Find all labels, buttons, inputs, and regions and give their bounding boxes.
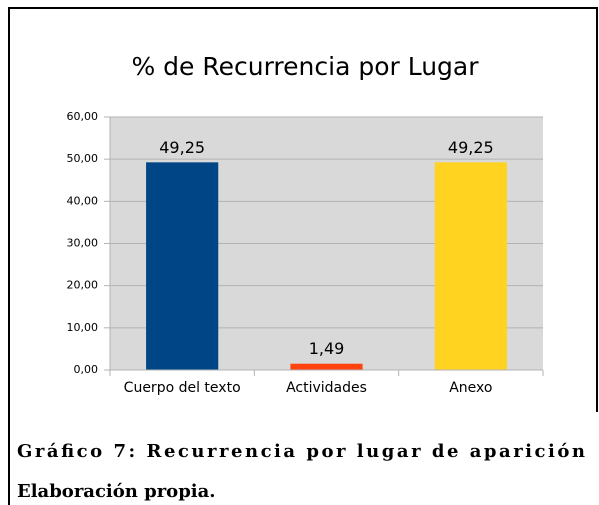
- y-tick-label: 50,00: [67, 152, 99, 165]
- y-tick-label: 0,00: [74, 363, 99, 376]
- y-tick-label: 40,00: [67, 194, 99, 207]
- bar: [434, 162, 507, 370]
- bar: [290, 363, 363, 370]
- x-tick-label: Actividades: [286, 380, 367, 396]
- x-tick-label: Cuerpo del texto: [124, 380, 241, 396]
- y-tick-label: 20,00: [67, 279, 99, 292]
- caption-line: Gráfico 7: Recurrencia por lugar de apar…: [17, 441, 585, 462]
- data-label: 49,25: [159, 138, 205, 157]
- chart-title: % de Recurrencia por Lugar: [131, 52, 479, 81]
- x-tick-label: Anexo: [449, 380, 492, 396]
- y-tick-label: 60,00: [67, 110, 99, 123]
- data-label: 49,25: [448, 138, 494, 157]
- y-tick-label: 10,00: [67, 321, 99, 334]
- y-tick-label: 30,00: [67, 237, 99, 250]
- caption-line: Elaboración propia.: [17, 481, 216, 502]
- data-label: 1,49: [309, 339, 345, 358]
- bar: [146, 162, 219, 370]
